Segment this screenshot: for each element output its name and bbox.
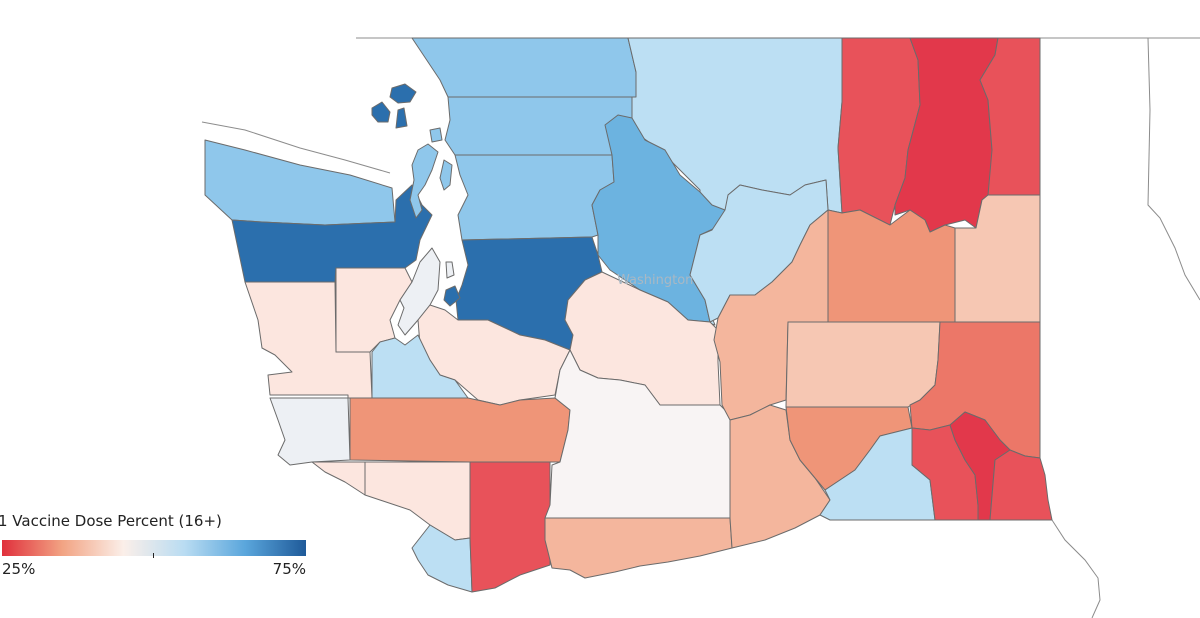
county-benton[interactable] [729, 404, 831, 549]
county-wahkiakum[interactable] [311, 461, 366, 496]
county-clallam[interactable] [204, 139, 396, 226]
county-skagit[interactable] [444, 96, 633, 156]
county-asotin[interactable] [989, 449, 1053, 521]
county-whatcom[interactable] [411, 37, 637, 98]
county-island-north[interactable] [429, 127, 443, 143]
legend-min-label: 25% [2, 560, 36, 578]
legend-midpoint-tick [153, 553, 154, 558]
county-mason[interactable] [335, 267, 413, 353]
county-clark[interactable] [411, 524, 473, 593]
county-skamania[interactable] [469, 461, 551, 593]
county-pacific[interactable] [269, 397, 351, 466]
state-border-idaho [1040, 37, 1200, 301]
legend-title: 1 Vaccine Dose Percent (16+) [0, 512, 222, 530]
county-snohomish[interactable] [454, 154, 615, 241]
legend-color-bar [2, 540, 306, 558]
county-san-juan-lopez[interactable] [395, 107, 408, 129]
county-san-juan-orcas[interactable] [389, 83, 417, 104]
county-cowlitz[interactable] [364, 461, 471, 541]
legend: 1 Vaccine Dose Percent (16+) 25% 75% [0, 512, 320, 580]
legend-range-labels: 25% 75% [0, 560, 306, 580]
county-vashon[interactable] [445, 261, 455, 279]
county-klickitat[interactable] [544, 517, 733, 579]
county-san-juan-island[interactable] [371, 101, 391, 123]
county-island-camano[interactable] [439, 159, 453, 191]
county-adams[interactable] [785, 321, 941, 408]
state-border-oregon-east [1051, 519, 1101, 618]
county-lewis[interactable] [349, 397, 571, 463]
county-pend-oreille[interactable] [979, 37, 1041, 196]
strait-coast-line [201, 121, 391, 174]
county-island-whidbey[interactable] [409, 143, 439, 219]
county-islands-south[interactable] [443, 285, 461, 307]
legend-max-label: 75% [272, 560, 306, 578]
